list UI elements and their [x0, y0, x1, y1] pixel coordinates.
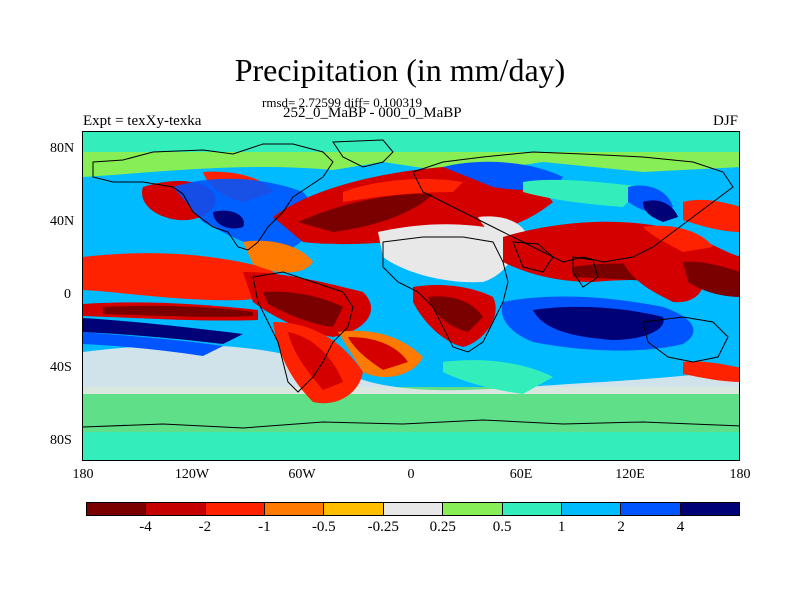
colorbar-segment	[324, 503, 384, 515]
lon-label-60w: 60W	[288, 467, 316, 482]
colorbar-label: 0.25	[429, 519, 456, 535]
colorbar-label: -0.5	[311, 519, 336, 535]
rmsd-diff-stats: rmsd= 2.72599 diff= 0.100319	[262, 95, 422, 110]
experiment-difference-subtitle: 252_0_MaBP - 000_0_MaBP	[283, 105, 462, 121]
colorbar-segment	[383, 503, 444, 515]
lat-label-80n: 80N	[50, 141, 75, 156]
lon-label-120w: 120W	[174, 467, 210, 482]
lat-label-equator: 0	[64, 287, 71, 302]
colorbar-segment	[265, 503, 325, 515]
plot-title: Precipitation (in mm/day)	[234, 52, 566, 88]
colorbar-label: -4	[139, 519, 152, 535]
colorbar-label: -2	[198, 519, 212, 535]
colorbar-segment	[680, 503, 739, 515]
colorbar-segment	[443, 503, 503, 515]
lat-label-80s: 80S	[50, 433, 72, 448]
colorbar	[86, 502, 740, 516]
lon-label-120e: 120E	[615, 467, 645, 482]
colorbar-label: -1	[258, 519, 271, 535]
colorbar-segment	[146, 503, 206, 515]
colorbar-segment	[502, 503, 562, 515]
colorbar-label: 2	[617, 519, 625, 535]
colorbar-segment	[561, 503, 622, 515]
colorbar-segment	[621, 503, 681, 515]
precipitation-difference-field	[83, 132, 739, 460]
lon-label-180-west: 180	[72, 467, 94, 482]
colorbar-segment	[205, 503, 266, 515]
lon-label-0: 0	[407, 467, 415, 482]
precipitation-map	[82, 131, 740, 461]
experiment-label: Expt = texXy-texka	[83, 113, 202, 129]
lat-label-40n: 40N	[50, 214, 75, 229]
season-label: DJF	[712, 113, 738, 129]
lon-label-60e: 60E	[509, 467, 533, 482]
colorbar-label: 0.5	[492, 519, 512, 535]
lon-label-180-east: 180	[729, 467, 751, 482]
lat-label-40s: 40S	[50, 360, 72, 375]
colorbar-label: 1	[557, 519, 566, 535]
colorbar-label: -0.25	[367, 519, 399, 535]
colorbar-label: 4	[676, 519, 685, 535]
colorbar-segment	[87, 503, 147, 515]
